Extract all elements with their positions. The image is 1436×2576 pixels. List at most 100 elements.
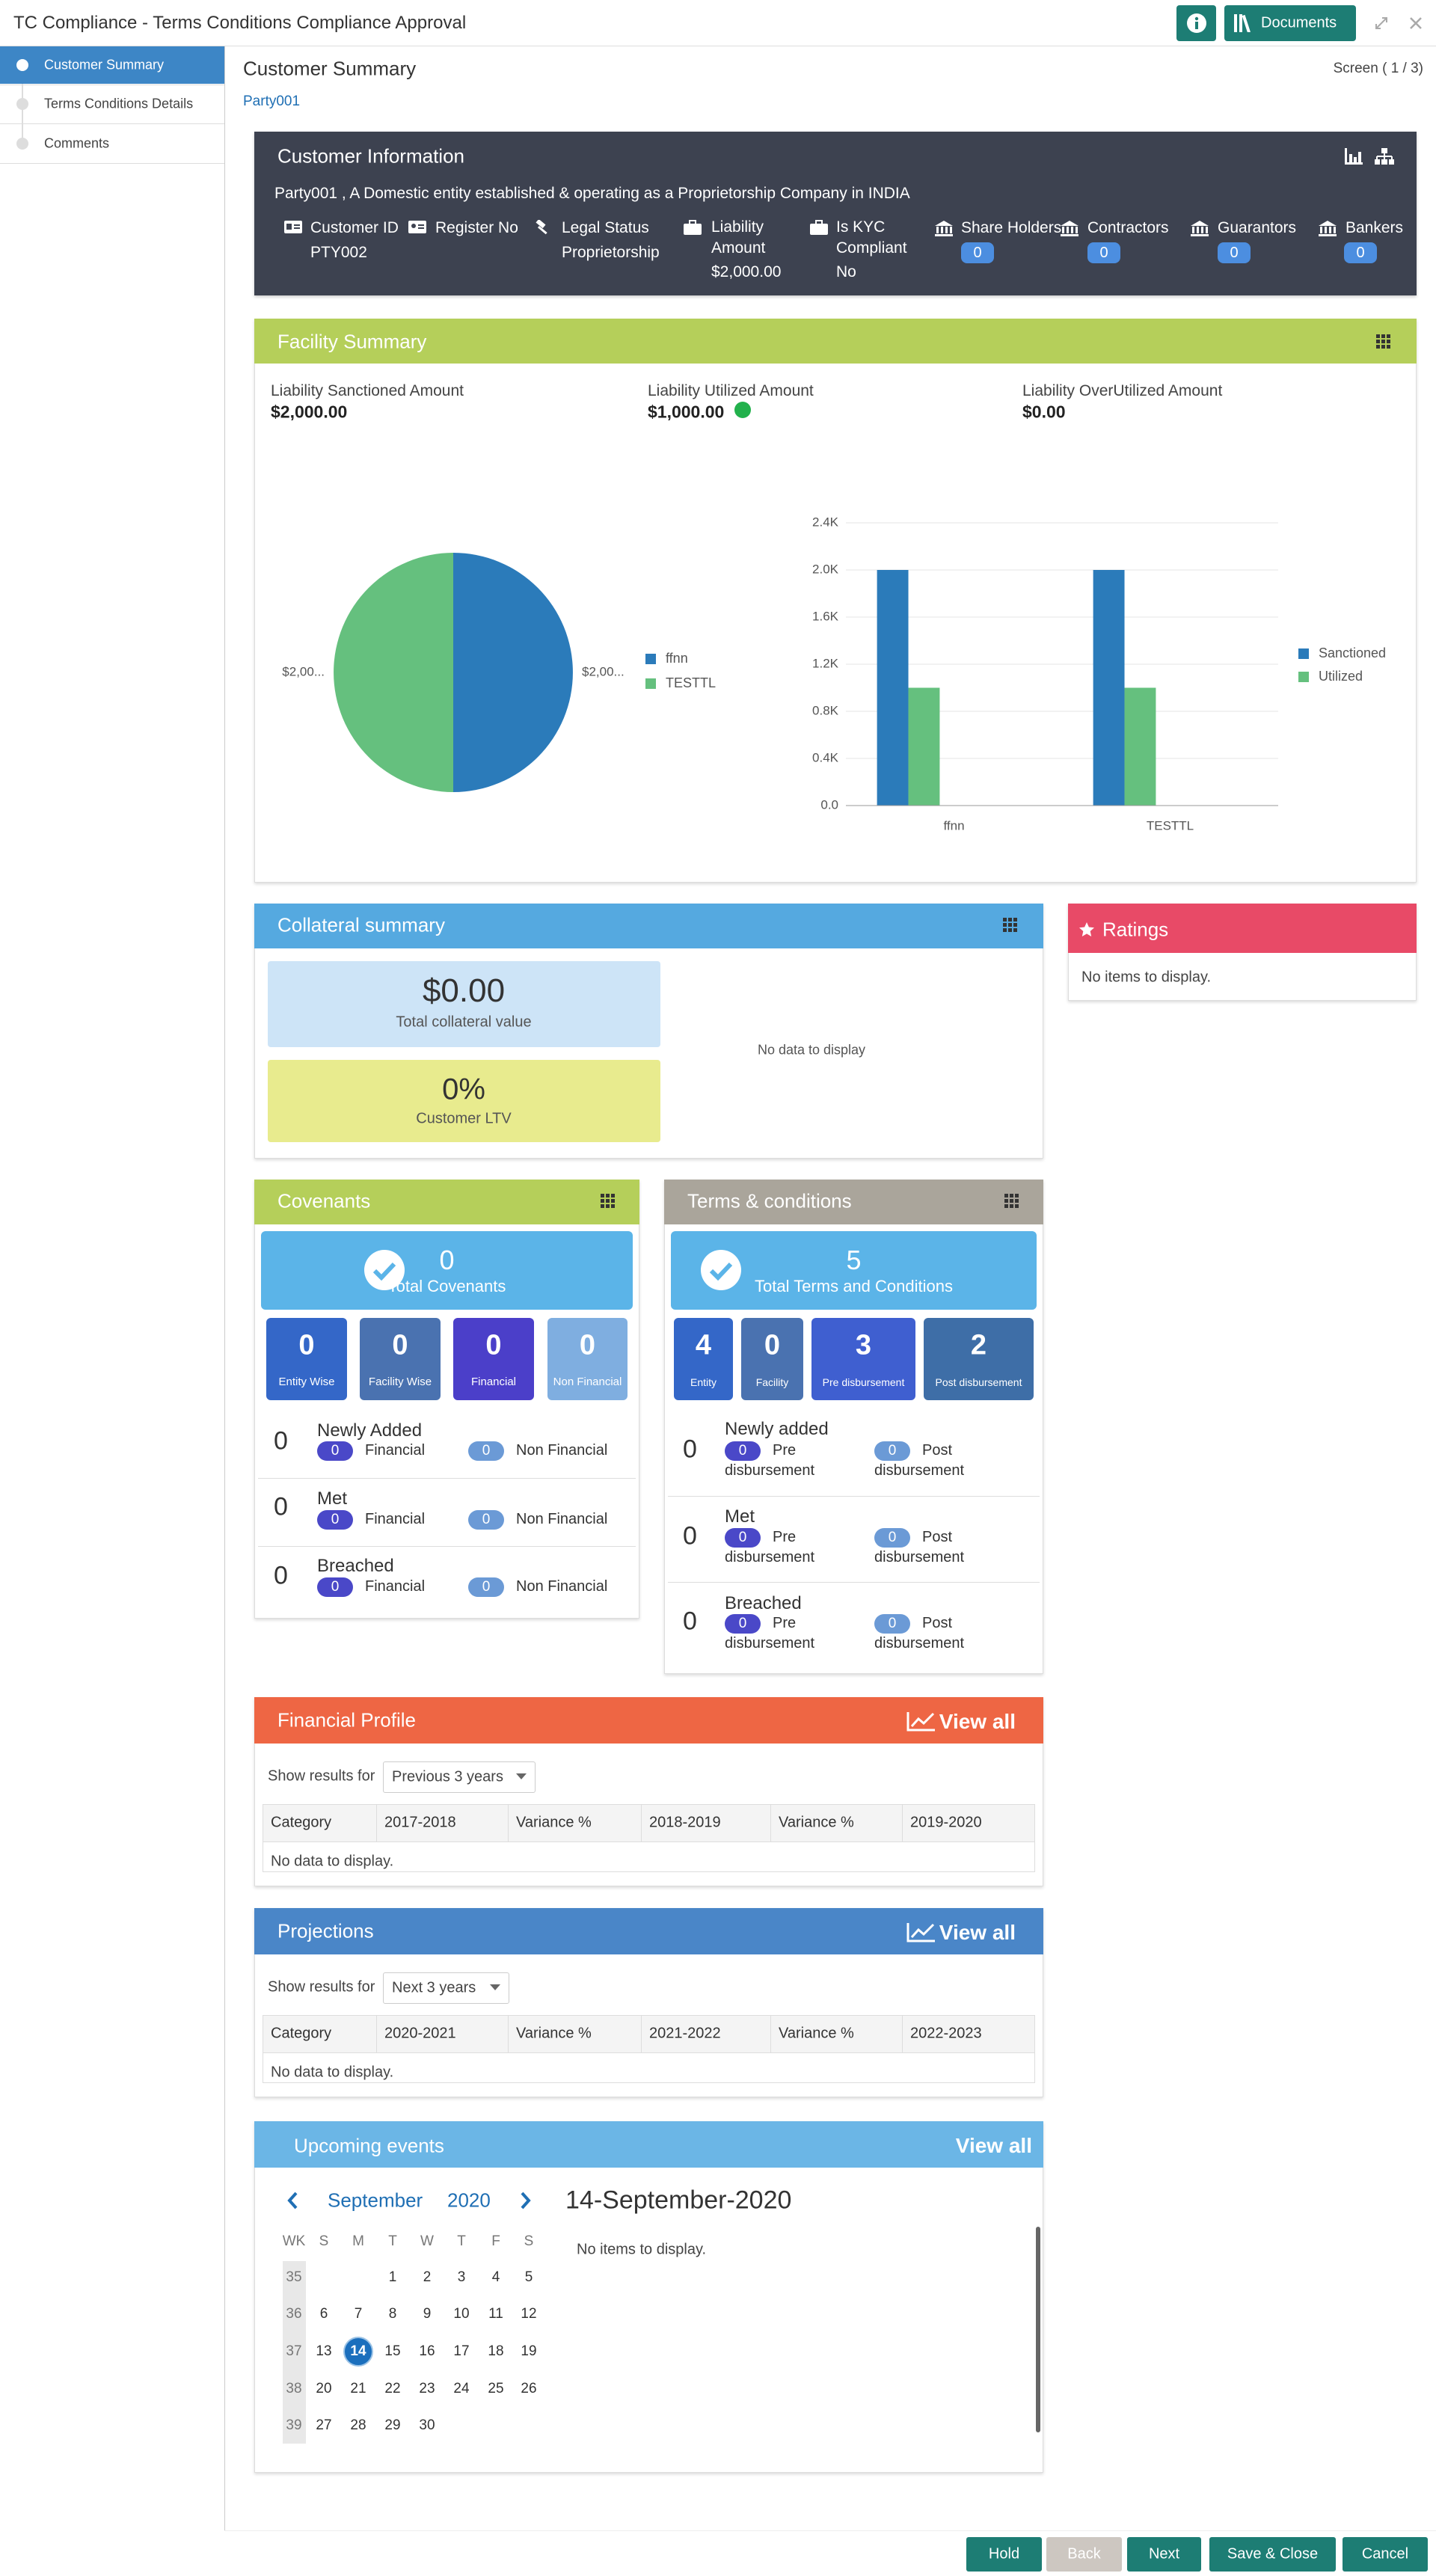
view-all[interactable]: View all	[939, 1710, 1016, 1733]
footer-button-label[interactable]: Back	[1067, 2545, 1101, 2563]
x-tick-label: ffnn	[943, 818, 964, 832]
row-count: 0	[274, 1561, 288, 1590]
column-header: Variance %	[779, 1814, 854, 1831]
sidebar-item[interactable]: Customer Summary	[44, 57, 165, 73]
icon-shape	[294, 227, 300, 229]
footer-button[interactable]	[1209, 2537, 1336, 2572]
field-icon	[536, 220, 547, 235]
calendar-year[interactable]: 2020	[447, 2189, 491, 2212]
trend-icon[interactable]	[906, 1922, 936, 1942]
icon-shape	[1387, 345, 1390, 349]
grid-icon[interactable]	[1003, 918, 1018, 933]
prev-month[interactable]	[286, 2192, 298, 2209]
calendar-day[interactable]: 7	[354, 2306, 363, 2322]
selected-date: 14-September-2020	[565, 2186, 792, 2215]
calendar-day[interactable]: 17	[453, 2343, 470, 2359]
count-tile[interactable]	[741, 1318, 803, 1400]
calendar-day[interactable]: 13	[316, 2343, 332, 2359]
next-month[interactable]	[520, 2192, 532, 2209]
calendar-day[interactable]: 29	[384, 2417, 401, 2433]
calendar-day[interactable]: 2	[423, 2269, 432, 2285]
badge-group: 0 Financial	[317, 1509, 467, 1554]
count-badge[interactable]: 0	[1344, 242, 1377, 263]
calendar-day[interactable]: 10	[453, 2306, 470, 2322]
calendar-day[interactable]: 8	[388, 2306, 397, 2322]
footer-button-label[interactable]: Cancel	[1361, 2545, 1409, 2563]
sidebar-item[interactable]: Terms Conditions Details	[44, 96, 194, 111]
filter-select[interactable]	[383, 1761, 536, 1793]
calendar-day[interactable]: 22	[384, 2381, 401, 2396]
calendar-day[interactable]: 1	[388, 2269, 397, 2285]
grid-icon[interactable]	[601, 1194, 616, 1209]
calendar-day[interactable]: 14	[350, 2343, 366, 2359]
count-tile[interactable]	[547, 1318, 628, 1400]
footer-button[interactable]	[966, 2537, 1042, 2572]
count-tile[interactable]	[360, 1318, 441, 1400]
field-value: Proprietorship	[562, 244, 660, 261]
filter-select[interactable]	[383, 1972, 509, 2004]
table-header	[263, 2015, 1035, 2053]
grid-icon[interactable]	[1004, 1194, 1019, 1209]
calendar-day[interactable]: 18	[488, 2343, 504, 2359]
view-all[interactable]: View all	[955, 2134, 1032, 2157]
calendar-day[interactable]: 19	[521, 2343, 537, 2359]
grid-icon[interactable]	[1376, 334, 1391, 349]
tile-value: 0	[485, 1329, 502, 1361]
count-tile[interactable]	[266, 1318, 347, 1400]
calendar-day[interactable]: 30	[419, 2417, 435, 2433]
icon-shape	[1345, 162, 1363, 165]
party-link[interactable]: Party001	[243, 93, 301, 109]
calendar-day[interactable]: 6	[319, 2306, 328, 2322]
column-header: 2017-2018	[384, 1814, 456, 1831]
calendar-day[interactable]: 11	[488, 2306, 503, 2322]
chart-icon[interactable]	[1345, 148, 1363, 165]
calendar-day[interactable]: 25	[488, 2381, 504, 2396]
count-badge[interactable]: 0	[1087, 242, 1120, 263]
calendar-day[interactable]: 15	[384, 2343, 401, 2359]
calendar-day[interactable]: 21	[350, 2381, 366, 2396]
bar	[1093, 570, 1125, 806]
filter-value[interactable]: Next 3 years	[392, 1979, 476, 1996]
calendar-day[interactable]: 24	[453, 2381, 470, 2396]
calendar-day[interactable]: 12	[521, 2306, 537, 2322]
sidebar-item[interactable]: Comments	[44, 135, 110, 151]
icon-shape	[1067, 227, 1069, 233]
footer-button-label[interactable]: Save & Close	[1227, 2545, 1319, 2563]
calendar-month[interactable]: September	[328, 2189, 423, 2212]
calendar-day[interactable]: 3	[457, 2269, 466, 2285]
count-tile[interactable]	[453, 1318, 534, 1400]
calendar-day[interactable]: 28	[350, 2417, 366, 2433]
footer-button[interactable]	[1046, 2537, 1122, 2572]
calendar-day[interactable]: 27	[316, 2417, 332, 2433]
filter-value[interactable]: Previous 3 years	[392, 1768, 503, 1785]
documents-label[interactable]: Documents	[1261, 14, 1337, 31]
count-icon	[1061, 221, 1078, 236]
legend-swatch	[645, 654, 656, 664]
calendar-day[interactable]: 9	[423, 2306, 432, 2322]
count-badge[interactable]: 0	[961, 242, 994, 263]
calendar-day[interactable]: 26	[521, 2381, 537, 2396]
card-title: Ratings	[1102, 918, 1169, 941]
y-tick-label: 1.2K	[812, 656, 839, 670]
count-tile[interactable]	[811, 1318, 915, 1400]
icon-shape	[906, 1712, 935, 1732]
footer-button[interactable]	[1343, 2537, 1428, 2572]
count-tile[interactable]	[924, 1318, 1034, 1400]
calendar-day[interactable]: 4	[491, 2269, 500, 2285]
hierarchy-icon[interactable]	[1375, 148, 1394, 165]
count-badge[interactable]: 0	[1218, 242, 1251, 263]
icon-shape	[936, 227, 939, 233]
view-all[interactable]: View all	[939, 1921, 1016, 1944]
count-tile[interactable]	[674, 1318, 733, 1400]
calendar-day[interactable]: 5	[524, 2269, 533, 2285]
calendar-day[interactable]: 23	[419, 2381, 435, 2396]
footer-button-label[interactable]: Hold	[988, 2545, 1020, 2563]
trend-icon[interactable]	[906, 1711, 936, 1732]
calendar-day[interactable]: 16	[419, 2343, 435, 2359]
calendar-day[interactable]: 20	[316, 2381, 332, 2396]
footer-button[interactable]	[1127, 2537, 1201, 2572]
footer-button-label[interactable]: Next	[1148, 2545, 1180, 2563]
events-card	[254, 2121, 1043, 2473]
sidebar-item-active[interactable]	[0, 46, 224, 84]
count-badge: 0	[725, 1527, 761, 1548]
